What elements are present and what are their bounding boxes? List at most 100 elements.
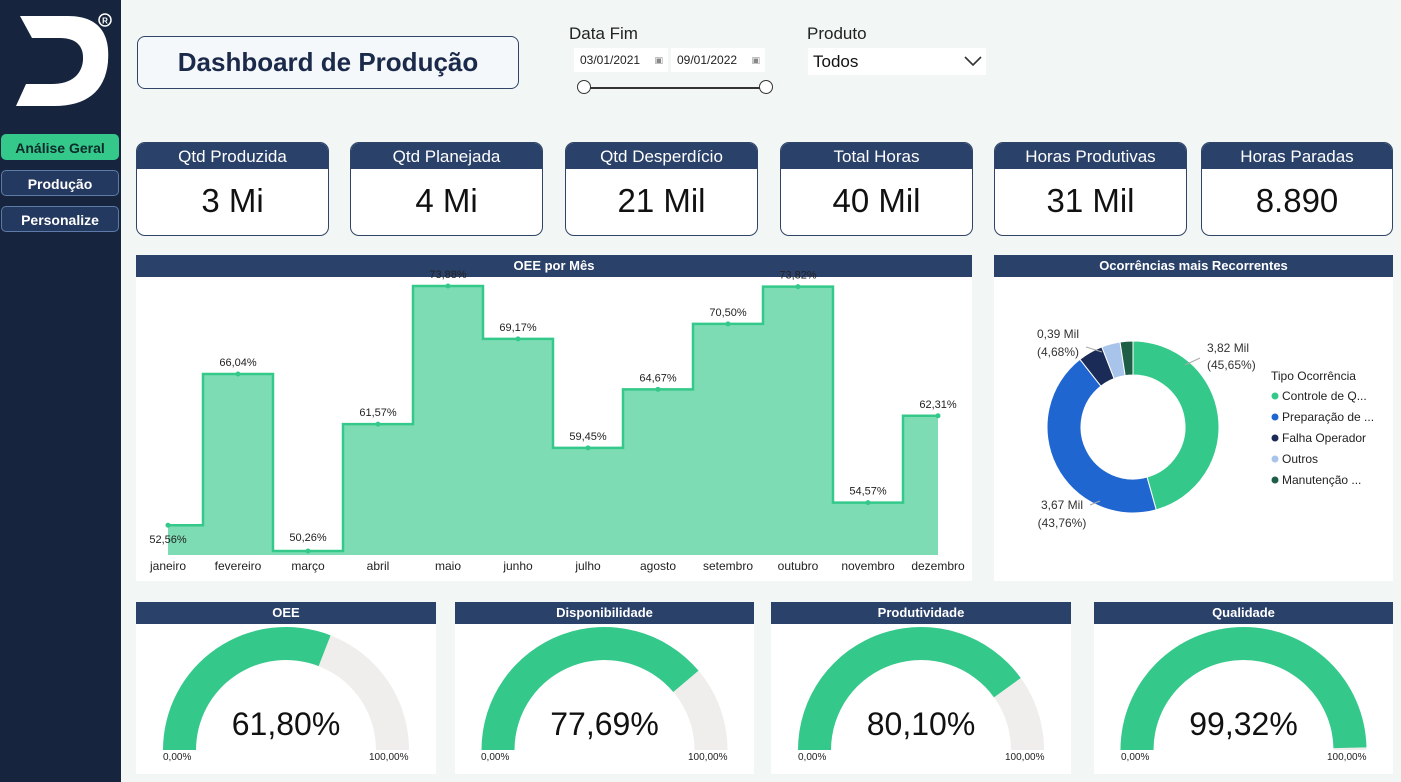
legend-swatch [1271, 413, 1279, 421]
slice-pct-label: (43,76%) [1038, 516, 1087, 530]
date-start-value: 03/01/2021 [580, 53, 641, 67]
legend-item: Falha Operador [1282, 431, 1366, 445]
leader-line [1089, 500, 1101, 506]
x-tick-label: janeiro [149, 559, 186, 573]
gauge-max-label: 100,00% [1327, 752, 1367, 763]
legend-swatch [1271, 455, 1279, 463]
data-point [235, 371, 241, 377]
slice-pct-label: (4,68%) [1037, 345, 1079, 359]
data-label: 66,04% [219, 357, 257, 369]
data-label: 69,17% [499, 322, 537, 334]
date-start-input[interactable]: 03/01/2021 ▣ [574, 48, 668, 72]
data-point [655, 386, 661, 392]
data-label: 70,50% [709, 307, 747, 319]
kpi-value: 21 Mil [617, 182, 706, 219]
gauge-title: Qualidade [1094, 602, 1393, 624]
gauge-arc [163, 627, 409, 750]
calendar-icon[interactable]: ▣ [751, 55, 760, 65]
date-end-value: 09/01/2022 [677, 53, 738, 67]
donut-slice [1119, 340, 1134, 377]
slider-end-handle[interactable] [759, 80, 773, 94]
gauge-value: 61,80% [231, 706, 341, 742]
slice-value-label: 3,67 Mil [1041, 498, 1083, 512]
data-point [515, 336, 521, 342]
legend-swatch [1271, 476, 1279, 484]
chart-title: Ocorrências mais Recorrentes [994, 255, 1393, 277]
data-point [165, 522, 171, 528]
data-point [305, 548, 311, 554]
gauge-title: Produtividade [771, 602, 1071, 624]
kpi-label: Qtd Desperdício [566, 143, 757, 169]
donut-slice [1046, 358, 1157, 514]
data-label: 59,45% [569, 431, 607, 443]
slice-value-label: 3,82 Mil [1207, 341, 1249, 355]
calendar-icon[interactable]: ▣ [654, 55, 663, 65]
legend-swatch [1271, 392, 1279, 400]
data-point [375, 421, 381, 427]
x-tick-label: novembro [841, 559, 895, 573]
gauge-disponibilidade: Disponibilidade 77,69% 0,00% 100,00% [455, 602, 754, 774]
nav-producao-button[interactable]: Produção [1, 170, 119, 196]
gauge-min-label: 0,00% [1121, 752, 1150, 763]
legend-item: Preparação de ... [1282, 410, 1374, 424]
product-dropdown-value: Todos [813, 52, 859, 71]
data-label: 54,57% [849, 486, 887, 498]
data-label: 61,57% [359, 407, 397, 419]
data-label: 64,67% [639, 372, 677, 384]
slider-start-handle[interactable] [577, 80, 591, 94]
donut-slice [1132, 340, 1220, 511]
data-point [725, 321, 731, 327]
data-point [865, 500, 871, 506]
product-dropdown[interactable]: Todos [808, 48, 986, 75]
gauge-value: 80,10% [866, 706, 976, 742]
product-filter-label: Produto [807, 24, 867, 43]
gauge-max-label: 100,00% [369, 752, 409, 763]
x-tick-label: julho [574, 559, 601, 573]
date-end-input[interactable]: 09/01/2022 ▣ [671, 48, 765, 72]
chevron-down-icon [964, 56, 982, 67]
gauge-min-label: 0,00% [481, 752, 510, 763]
brand-logo: R [16, 13, 112, 106]
x-tick-label: outubro [778, 559, 819, 573]
data-label: 50,26% [289, 532, 327, 544]
x-tick-label: abril [367, 559, 390, 573]
data-label: 52,56% [149, 534, 187, 546]
gauge-title: OEE [136, 602, 436, 624]
oee-monthly-chart: OEE por Mês 52,56% janeiro 66,04% fevereiro… [136, 255, 972, 581]
gauge-produtividade: Produtividade 80,10% 0,00% 100,00% [771, 602, 1071, 774]
sidebar: R Análise Geral Produção Personalize [0, 0, 121, 782]
gauge-min-label: 0,00% [798, 752, 827, 763]
nav-personalize-button[interactable]: Personalize [1, 206, 119, 232]
x-tick-label: setembro [703, 559, 753, 573]
gauge-fill [798, 627, 1021, 750]
gauge-arc [1120, 627, 1367, 750]
x-tick-label: março [291, 559, 325, 573]
page-title: Dashboard de Produção [137, 36, 519, 89]
kpi-value: 3 Mi [201, 182, 264, 219]
x-tick-label: fevereiro [215, 559, 262, 573]
kpi-value: 8.890 [1255, 182, 1339, 219]
kpi-label: Total Horas [781, 143, 972, 169]
svg-text:R: R [102, 17, 108, 26]
kpi-value: 4 Mi [415, 182, 478, 219]
gauge-min-label: 0,00% [163, 752, 192, 763]
slice-value-label: 0,39 Mil [1037, 327, 1079, 341]
kpi-label: Horas Produtivas [995, 143, 1186, 169]
date-range-slider[interactable] [585, 87, 766, 89]
gauge-qualidade: Qualidade 99,32% 0,00% 100,00% [1094, 602, 1393, 774]
kpi-qtd-desperdicio: Qtd Desperdício 21 Mil [565, 142, 758, 236]
leader-line [1085, 346, 1103, 353]
gauge-value: 99,32% [1189, 706, 1298, 742]
nav-analise-geral-button[interactable]: Análise Geral [1, 134, 119, 160]
gauge-max-label: 100,00% [1005, 752, 1045, 763]
legend-item: Controle de Q... [1282, 389, 1367, 403]
leader-line [1184, 357, 1201, 366]
data-label: 62,31% [919, 399, 957, 411]
gauge-fill [1120, 627, 1367, 750]
gauge-value: 77,69% [550, 706, 659, 742]
data-label: 73,88% [429, 269, 467, 281]
x-tick-label: maio [435, 559, 461, 573]
gauge-arc [481, 627, 728, 750]
gauge-fill [163, 627, 331, 750]
date-filter-label: Data Fim [569, 24, 638, 43]
